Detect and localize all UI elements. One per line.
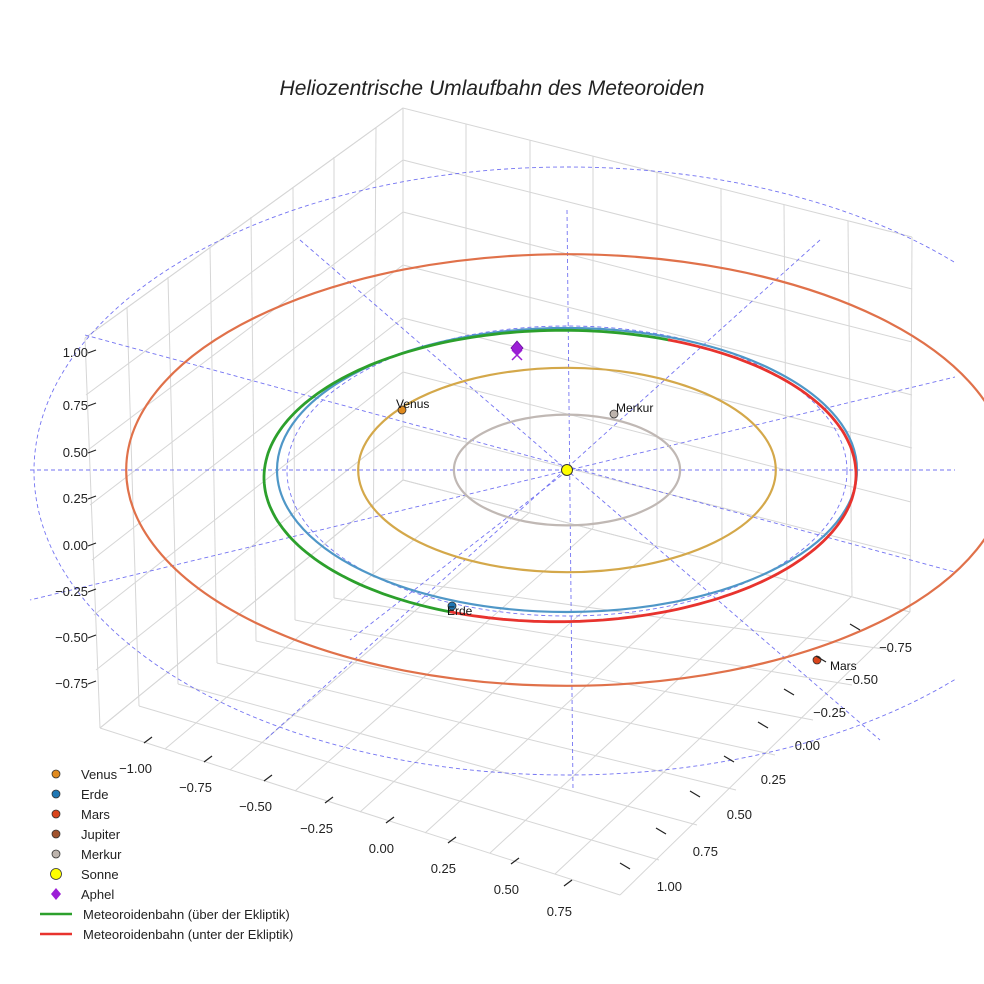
meteoroid-orbit xyxy=(262,328,858,624)
y-tick-label: −0.25 xyxy=(813,705,846,720)
x-tick-mark xyxy=(510,857,520,865)
ecliptic-axis-vertical xyxy=(566,209,574,791)
legend-sonne-marker xyxy=(50,868,62,880)
z-tick-label: −0.50 xyxy=(55,630,88,645)
z-tick-mark xyxy=(87,449,97,454)
legend-merkur-marker xyxy=(51,849,61,859)
mercury-marker xyxy=(609,409,619,419)
legend-sonne-label: Sonne xyxy=(81,867,119,882)
z-tick-mark xyxy=(87,542,97,547)
x-tick-label: −0.25 xyxy=(300,821,333,836)
x-tick-mark xyxy=(563,879,573,887)
z-tick-label: −0.75 xyxy=(55,676,88,691)
orbit-mars xyxy=(125,253,984,687)
legend-erde-label: Erde xyxy=(81,787,108,802)
x-tick-label: −0.75 xyxy=(179,780,212,795)
y-tick-mark xyxy=(655,827,667,835)
legend-aphel-marker xyxy=(51,888,61,900)
orbit-merkur xyxy=(452,413,682,527)
meteoroid-path-above-ecliptic xyxy=(262,328,671,614)
mars-label: Mars xyxy=(830,659,857,673)
grid xyxy=(84,107,913,896)
y-tick-label: −0.75 xyxy=(879,640,912,655)
z-tick-mark xyxy=(87,402,97,407)
legend-venus-marker xyxy=(51,769,61,779)
x-tick-mark xyxy=(143,736,153,744)
mercury-label: Merkur xyxy=(616,401,653,415)
earth-label: Erde xyxy=(447,604,473,618)
z-tick-mark xyxy=(87,349,97,354)
y-tick-mark xyxy=(757,721,769,729)
z-tick-label: 0.75 xyxy=(63,398,88,413)
z-tick-label: 0.50 xyxy=(63,445,88,460)
legend-merkur-label: Merkur xyxy=(81,847,122,862)
z-tick-label: −0.25 xyxy=(55,584,88,599)
x-tick-label: −0.50 xyxy=(239,799,272,814)
x-tick-mark xyxy=(324,796,334,804)
planet-orbits xyxy=(125,253,984,687)
earth-marker xyxy=(447,601,457,611)
x-tick-label: 0.25 xyxy=(431,861,456,876)
z-axis-ticks: −0.75 −0.50 −0.25 0.00 0.25 0.50 0.75 1.00 xyxy=(55,345,97,691)
x-axis-ticks: −1.00 −0.75 −0.50 −0.25 0.00 0.25 0.50 0.75 xyxy=(119,736,573,919)
legend-mars-label: Mars xyxy=(81,807,110,822)
legend-jupiter-marker xyxy=(51,829,61,839)
z-tick-mark xyxy=(87,495,97,500)
x-tick-label: 0.00 xyxy=(369,841,394,856)
aphel-projection-x-icon xyxy=(511,349,523,361)
y-tick-label: 1.00 xyxy=(657,879,682,894)
aphel-marker xyxy=(510,340,524,356)
x-tick-label: 0.75 xyxy=(547,904,572,919)
sun-marker xyxy=(561,464,573,476)
venus-marker xyxy=(397,405,407,415)
legend-jupiter-label: Jupiter xyxy=(81,827,121,842)
venus-label: Venus xyxy=(396,397,429,411)
y-axis-ticks: 1.00 0.75 0.50 0.25 0.00 −0.25 −0.50 −0.75 xyxy=(619,623,912,894)
z-tick-mark xyxy=(87,680,97,685)
y-tick-mark xyxy=(849,623,861,631)
z-tick-label: 1.00 xyxy=(63,345,88,360)
meteoroid-path-below-ecliptic xyxy=(449,338,858,624)
y-tick-label: 0.25 xyxy=(761,772,786,787)
ecliptic-earth-circle xyxy=(286,325,848,617)
y-tick-label: 0.00 xyxy=(795,738,820,753)
y-tick-label: −0.50 xyxy=(845,672,878,687)
legend-venus-label: Venus xyxy=(81,767,118,782)
x-tick-label: −1.00 xyxy=(119,761,152,776)
y-tick-mark xyxy=(815,655,827,663)
y-tick-label: 0.75 xyxy=(693,844,718,859)
legend-meteoroidenbahn-unter-der-ekliptik-label: Meteoroidenbahn (unter der Ekliptik) xyxy=(83,927,293,942)
x-tick-mark xyxy=(263,774,273,782)
z-tick-mark xyxy=(87,634,97,639)
legend-erde-marker xyxy=(51,789,61,799)
orbit-venus xyxy=(357,366,777,574)
ecliptic-outer-circle xyxy=(33,166,955,776)
y-tick-label: 0.50 xyxy=(727,807,752,822)
z-tick-label: 0.00 xyxy=(63,538,88,553)
legend-meteoroidenbahn-über-der-ekliptik-label: Meteoroidenbahn (über der Ekliptik) xyxy=(83,907,290,922)
z-tick-mark xyxy=(87,588,97,593)
y-tick-mark xyxy=(783,688,795,696)
chart-title: Heliozentrische Umlaufbahn des Meteoroid… xyxy=(280,77,705,100)
x-tick-mark xyxy=(203,755,213,763)
z-tick-label: 0.25 xyxy=(63,491,88,506)
x-tick-label: 0.50 xyxy=(494,882,519,897)
x-tick-mark xyxy=(385,816,395,824)
legend: Venus Erde Mars Jupiter Merkur Sonne Aphel Mete… xyxy=(40,767,293,942)
y-tick-mark xyxy=(723,755,735,763)
y-tick-mark xyxy=(689,790,701,798)
y-tick-mark xyxy=(619,862,631,870)
x-tick-mark xyxy=(447,836,457,844)
legend-aphel-label: Aphel xyxy=(81,887,114,902)
legend-mars-marker xyxy=(51,809,61,819)
